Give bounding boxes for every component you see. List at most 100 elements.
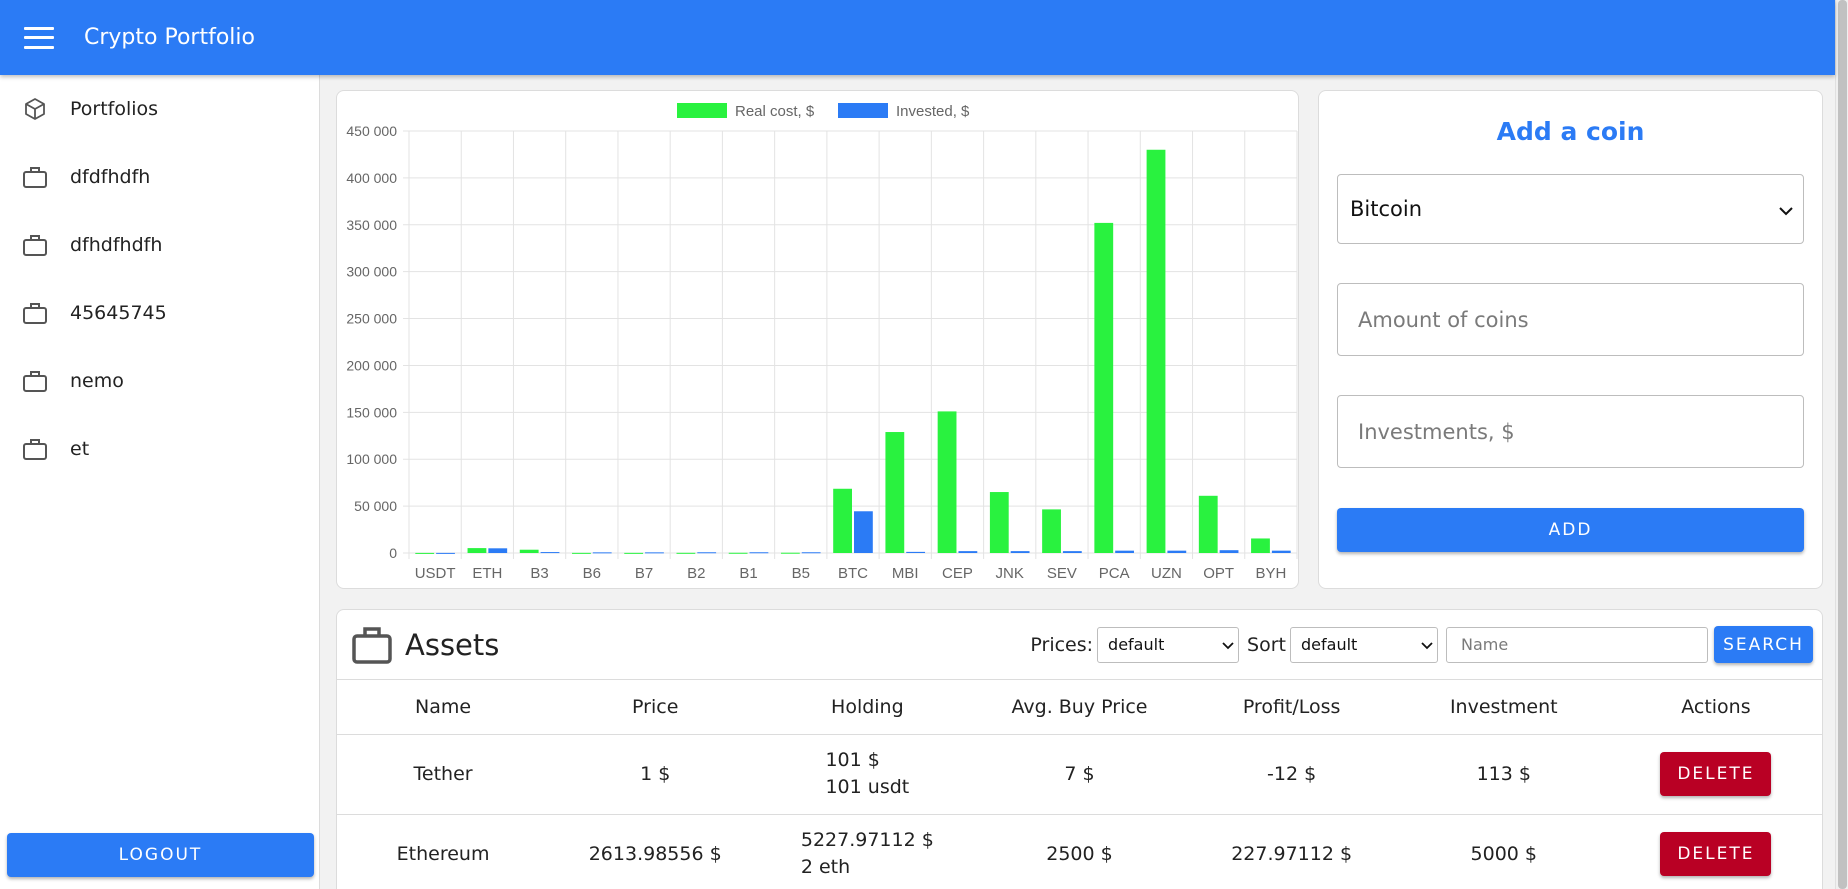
logout-button[interactable]: LOGOUT [7, 833, 314, 877]
x-tick-label: CEP [942, 565, 973, 582]
add-button[interactable]: ADD [1337, 508, 1804, 552]
asset-holding: 5227.97112 $ 2 eth [761, 814, 974, 889]
bar-real-cost [519, 549, 539, 553]
assets-controls: Prices: default Sort default SEARCH [1030, 626, 1813, 663]
bar-real-cost [1042, 509, 1061, 553]
column-header[interactable]: Avg. Buy Price [973, 680, 1186, 735]
prices-select[interactable]: default [1097, 626, 1240, 663]
asset-avg-buy-price: 2500 $ [973, 814, 1186, 889]
cube-icon [22, 96, 48, 122]
table-row: Ethereum 2613.98556 $ 5227.97112 $ 2 eth… [337, 814, 1822, 889]
chevron-down-icon [1779, 197, 1793, 221]
bar-invested [1115, 550, 1134, 553]
x-tick-label: JNK [996, 565, 1024, 582]
chevron-down-icon [1222, 635, 1234, 654]
x-tick-label: OPT [1203, 565, 1234, 582]
hamburger-menu-icon[interactable] [24, 26, 54, 49]
column-header[interactable]: Profit/Loss [1185, 680, 1398, 735]
sidebar-item-portfolio[interactable]: 45645745 [0, 279, 319, 347]
y-tick-label: 250 000 [346, 311, 397, 327]
x-tick-label: SEV [1047, 565, 1077, 582]
sidebar-item-label: nemo [70, 370, 124, 392]
y-tick-label: 400 000 [346, 170, 397, 186]
legend-label: Real cost, $ [735, 103, 815, 120]
amount-input[interactable] [1337, 283, 1804, 356]
chevron-down-icon [1421, 635, 1433, 654]
sidebar: Portfolios dfdfhdfh dfhdfhdfh 45645745 n… [0, 75, 320, 889]
bar-real-cost [572, 552, 591, 554]
bar-real-cost [1146, 149, 1166, 553]
bar-real-cost [833, 488, 852, 553]
legend-label: Invested, $ [896, 103, 970, 120]
page-scrollbar[interactable] [1835, 0, 1848, 889]
coin-select-value: Bitcoin [1350, 197, 1423, 221]
sidebar-item-label: dfdfhdfh [70, 166, 151, 188]
column-header: Actions [1609, 680, 1822, 735]
briefcase-icon [22, 164, 48, 190]
asset-name: Tether [337, 734, 550, 815]
bar-invested [592, 552, 612, 554]
search-button[interactable]: SEARCH [1714, 626, 1813, 663]
app-bar: Crypto Portfolio [0, 0, 1835, 75]
bar-chart: 450 000 400 000 350 000 300 000 250 000 200 0… [346, 103, 1298, 582]
sort-label: Sort [1247, 633, 1286, 656]
add-coin-title: Add a coin [1496, 117, 1645, 146]
legend-swatch [677, 103, 727, 118]
coin-select[interactable]: Bitcoin [1337, 174, 1804, 244]
asset-avg-buy-price: 7 $ [973, 734, 1186, 815]
bar-invested [801, 552, 821, 554]
bar-real-cost [1094, 222, 1114, 553]
bar-real-cost [415, 552, 435, 554]
sidebar-item-label: dfhdfhdfh [70, 234, 163, 256]
sidebar-item-portfolio[interactable]: dfdfhdfh [0, 143, 319, 211]
name-search-input[interactable] [1446, 626, 1708, 663]
scrollbar-thumb[interactable] [1838, 0, 1847, 889]
x-tick-label: B2 [687, 565, 705, 582]
delete-button[interactable]: DELETE [1660, 832, 1772, 876]
y-tick-label: 300 000 [346, 264, 397, 280]
investment-input[interactable] [1337, 395, 1804, 468]
x-tick-label: B1 [739, 565, 757, 582]
x-tick-label: BYH [1255, 565, 1286, 582]
prices-label: Prices: [1030, 633, 1094, 656]
y-tick-label: 50 000 [354, 498, 397, 514]
column-header[interactable]: Name [337, 680, 550, 735]
x-tick-label: B6 [583, 565, 601, 582]
x-tick-label: MBI [892, 565, 919, 582]
y-tick-label: 200 000 [346, 357, 397, 373]
assets-card: Assets Prices: default Sort default SEAR… [336, 609, 1823, 889]
sidebar-item-portfolio[interactable]: et [0, 415, 319, 483]
bar-real-cost [1198, 495, 1218, 553]
bar-real-cost [676, 552, 696, 554]
sidebar-item-portfolios[interactable]: Portfolios [0, 75, 319, 143]
bar-real-cost [937, 411, 957, 553]
delete-button[interactable]: DELETE [1660, 752, 1772, 796]
bar-invested [1167, 550, 1187, 553]
assets-title: Assets [405, 627, 500, 662]
sidebar-item-portfolio[interactable]: dfhdfhdfh [0, 211, 319, 279]
bar-invested [645, 552, 664, 554]
briefcase-icon [22, 232, 48, 258]
sidebar-item-portfolio[interactable]: nemo [0, 347, 319, 415]
add-coin-card: Add a coin Bitcoin ADD [1318, 90, 1823, 589]
sort-select[interactable]: default [1290, 626, 1438, 663]
bar-real-cost [989, 492, 1009, 553]
briefcase-icon [351, 624, 393, 666]
column-header[interactable]: Investment [1397, 680, 1610, 735]
table-row: Tether 1 $ 101 $ 101 usdt 7 $ -12 $ 113 … [337, 734, 1822, 815]
x-tick-label: B3 [530, 565, 548, 582]
bar-real-cost [624, 552, 644, 554]
briefcase-icon [22, 368, 48, 394]
sidebar-item-label: 45645745 [70, 302, 167, 324]
bar-invested [697, 552, 717, 554]
bar-invested [1010, 551, 1030, 553]
x-tick-label: PCA [1099, 565, 1130, 582]
column-header[interactable]: Holding [761, 680, 974, 735]
x-tick-label: B5 [792, 565, 810, 582]
bar-real-cost [467, 548, 487, 553]
sort-select-value: default [1301, 635, 1358, 654]
asset-holding: 101 $ 101 usdt [761, 734, 974, 815]
column-header[interactable]: Price [549, 680, 762, 735]
x-tick-label: UZN [1151, 565, 1182, 582]
asset-price: 1 $ [549, 734, 762, 815]
